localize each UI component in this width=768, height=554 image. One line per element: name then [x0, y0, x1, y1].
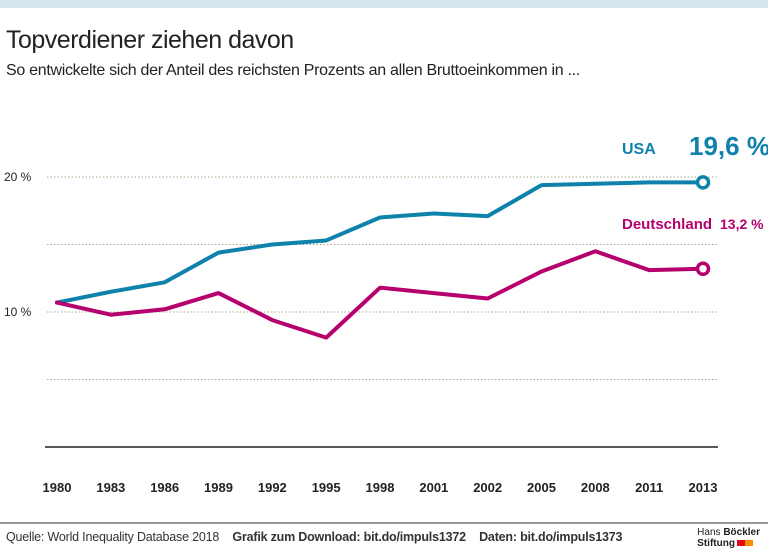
data-point — [695, 175, 711, 190]
chart-subtitle: So entwickelte sich der Anteil des reich… — [6, 62, 580, 79]
data-point — [695, 261, 711, 277]
x-tick-label: 2002 — [473, 480, 502, 495]
x-tick-label: 1983 — [96, 480, 125, 495]
deutschland-end-value: 13,2 % — [720, 216, 764, 232]
x-tick-label: 2008 — [581, 480, 610, 495]
source-text: Quelle: World Inequality Database 2018 — [6, 530, 220, 544]
x-tick-label: 1998 — [366, 480, 395, 495]
data-link[interactable]: Daten: bit.do/impuls1373 — [479, 530, 623, 544]
legend-label-deutschland: Deutschland — [622, 216, 712, 233]
x-tick-label: 1992 — [258, 480, 287, 495]
x-tick-label: 1980 — [43, 480, 72, 495]
hans-boeckler-logo: Hans Böckler Stiftung — [697, 527, 760, 549]
line-chart: 10 % 20 % 1980 1983 1986 1989 1992 1995 1998 2001… — [4, 131, 768, 495]
x-tick-label: 2011 — [635, 480, 663, 495]
x-tick-label: 2005 — [527, 480, 556, 495]
y-tick-label: 10 % — [4, 305, 32, 319]
series-line-usa — [55, 180, 705, 305]
x-tick-label: 1986 — [150, 480, 179, 495]
top-bar — [0, 0, 768, 8]
chart-title: Topverdiener ziehen davon — [6, 26, 294, 54]
download-link[interactable]: Grafik zum Download: bit.do/impuls1372 — [232, 530, 466, 544]
legend-label-usa: USA — [622, 141, 656, 158]
usa-end-value: 19,6 % — [689, 131, 768, 161]
x-tick-label: 2001 — [419, 480, 448, 495]
x-tick-label: 2013 — [689, 480, 718, 495]
footer-divider — [0, 522, 768, 524]
x-tick-label: 1989 — [204, 480, 233, 495]
series-line-deutschland — [55, 249, 705, 340]
y-tick-label: 20 % — [4, 170, 32, 184]
footer: Quelle: World Inequality Database 2018 G… — [6, 530, 622, 544]
x-tick-label: 1995 — [312, 480, 341, 495]
